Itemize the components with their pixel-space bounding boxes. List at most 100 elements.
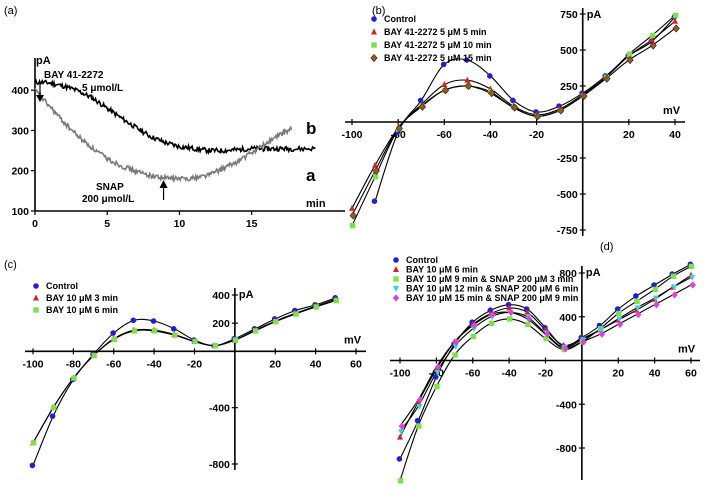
- data-point-series-2: [293, 311, 299, 317]
- data-point-series-2: [672, 12, 679, 19]
- data-point-series-2: [507, 316, 513, 322]
- x-tick-label: 5: [104, 218, 110, 230]
- data-point-series-0: [463, 57, 470, 63]
- annotation-bay-conc: 5 μmol/L: [82, 83, 123, 94]
- x-tick-label: 60: [685, 368, 697, 380]
- data-point-series-1: [349, 204, 355, 211]
- y-tick-label: 400: [212, 290, 230, 302]
- data-point-series-2: [349, 222, 356, 229]
- legend-label-2: BAY 10 μM 9 min & SNAP 200 μM 3 min: [406, 274, 573, 284]
- annotation-snap-name: SNAP: [96, 182, 124, 193]
- fit-curve-series-2: [32, 300, 336, 444]
- data-point-series-2: [91, 352, 97, 359]
- fit-curve-series-0: [32, 297, 336, 466]
- data-point-series-4: [489, 310, 496, 319]
- data-point-series-2: [30, 440, 37, 446]
- x-tick-label: 10: [174, 218, 186, 230]
- legend-marker-3: [393, 286, 399, 292]
- y-tick-label: 250: [560, 81, 578, 93]
- x-tick-label: -20: [187, 358, 202, 370]
- data-point-series-1: [464, 76, 471, 83]
- legend-marker-3: [370, 53, 378, 63]
- data-point-series-2: [626, 51, 633, 58]
- annotation-snap-conc: 200 μmol/L: [82, 194, 134, 205]
- data-point-series-1: [372, 161, 379, 168]
- data-point-series-4: [562, 344, 569, 353]
- data-point-series-3: [434, 370, 441, 377]
- legend-marker-2: [371, 42, 377, 48]
- data-point-series-4: [653, 301, 660, 309]
- x-axis-unit: mV: [344, 334, 362, 346]
- data-point-series-3: [671, 284, 678, 291]
- legend-label-2: BAY 41-2272 5 μM 10 min: [384, 40, 492, 50]
- x-tick-label: -40: [483, 129, 498, 141]
- data-point-series-1: [524, 308, 531, 315]
- data-point-series-2: [416, 423, 422, 429]
- y-axis-unit: pA: [36, 55, 51, 67]
- data-point-series-2: [688, 263, 695, 270]
- data-point-series-3: [616, 316, 623, 323]
- y-tick-label: -500: [557, 189, 578, 201]
- data-point-series-4: [398, 422, 405, 430]
- data-point-series-0: [440, 61, 447, 68]
- data-point-series-0: [150, 318, 157, 324]
- data-point-series-3: [398, 429, 405, 436]
- x-tick-label: -60: [106, 358, 121, 370]
- panel-b-chart: (b) pA mV -100 -80 -60 -40 -20 20 40 -750 -500 -250 2…: [341, 5, 685, 237]
- data-point-series-4: [544, 330, 551, 338]
- data-point-series-3: [689, 274, 696, 281]
- x-tick-label: -40: [502, 368, 517, 380]
- x-tick-label: -100: [341, 129, 362, 141]
- y-tick-label: 400: [11, 85, 29, 97]
- data-point-series-2: [313, 304, 319, 310]
- trace-a: [34, 87, 293, 184]
- y-tick-label: 400: [559, 312, 577, 324]
- data-point-series-1: [506, 304, 513, 311]
- data-point-series-3: [452, 343, 459, 350]
- legend-marker-0: [371, 16, 377, 22]
- data-point-series-4: [525, 315, 533, 323]
- panel-a-chart: (a) pA min 100 200 300 400 0 5 10 15 b a BAY 41-2272 5…: [4, 5, 345, 230]
- legend-marker-1: [393, 266, 399, 272]
- y-tick-label: -800: [209, 459, 230, 471]
- data-point-series-4: [598, 330, 606, 338]
- y-tick-label: 800: [559, 268, 577, 280]
- x-tick-label: 40: [310, 358, 322, 370]
- y-tick-label: 100: [11, 206, 29, 218]
- legend-label-3: BAY 41-2272 5 μM 15 min: [384, 53, 492, 63]
- data-point-series-3: [511, 103, 519, 112]
- legend-label-0: Control: [46, 281, 78, 291]
- trace-label-b: b: [306, 119, 316, 138]
- panel-label: (c): [4, 259, 17, 271]
- x-tick-label: -40: [147, 358, 162, 370]
- legend-marker-1: [371, 28, 377, 35]
- data-point-series-4: [434, 363, 442, 371]
- data-point-series-4: [635, 310, 642, 319]
- x-tick-label: -100: [389, 368, 410, 380]
- x-axis-unit: min: [306, 198, 326, 210]
- y-tick-label: 300: [11, 125, 29, 137]
- data-point-series-2: [452, 352, 458, 358]
- data-point-series-0: [414, 417, 421, 424]
- data-point-series-0: [371, 198, 378, 204]
- panel-c-chart: (c) pA mV -100 -80 -60 -40 -20 20 40 60 -800 -400 200…: [4, 259, 366, 471]
- y-tick-label: 500: [560, 45, 578, 57]
- data-point-series-0: [110, 330, 116, 336]
- data-point-series-3: [557, 106, 565, 115]
- data-point-series-3: [372, 166, 380, 176]
- data-point-series-2: [212, 343, 218, 349]
- y-tick-label: -750: [557, 225, 578, 237]
- data-point-series-3: [626, 56, 634, 65]
- x-tick-label: -60: [437, 129, 452, 141]
- x-tick-label: -100: [22, 358, 43, 370]
- panel-label: (b): [372, 5, 385, 17]
- x-tick-label: -80: [66, 358, 81, 370]
- data-point-series-0: [29, 462, 36, 469]
- x-tick-label: -20: [529, 129, 544, 141]
- data-point-series-2: [543, 335, 549, 342]
- data-point-series-3: [418, 102, 427, 111]
- data-point-series-2: [652, 286, 658, 293]
- legend-label-1: BAY 10 μM 3 min: [46, 293, 118, 303]
- data-point-series-2: [252, 328, 259, 334]
